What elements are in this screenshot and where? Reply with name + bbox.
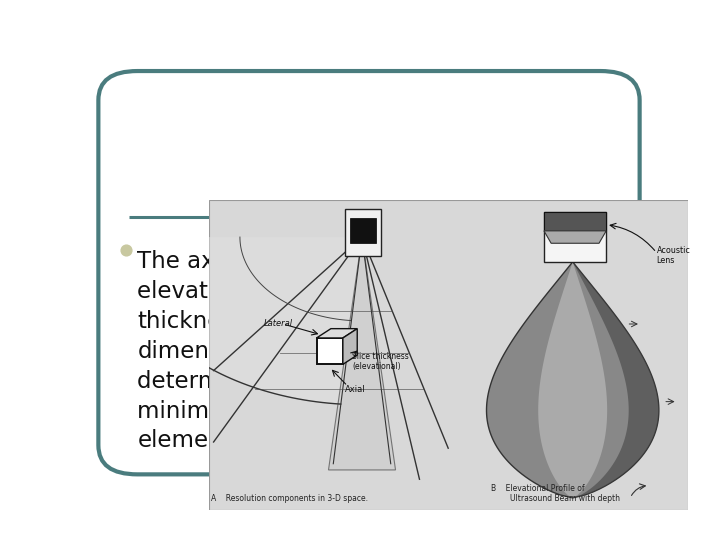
FancyBboxPatch shape: [209, 200, 688, 510]
Text: A    Resolution components in 3-D space.: A Resolution components in 3-D space.: [211, 495, 368, 503]
Polygon shape: [544, 231, 606, 243]
Polygon shape: [343, 329, 357, 365]
Text: dimensions: dimensions: [138, 340, 268, 363]
Text: elevational (slice: elevational (slice: [138, 280, 330, 303]
Text: element.: element.: [138, 429, 240, 453]
Text: The axial, lateral, and: The axial, lateral, and: [138, 250, 387, 273]
Polygon shape: [346, 209, 381, 255]
Text: B    Elevational Profile of
        Ultrasound Beam with depth: B Elevational Profile of Ultrasound Beam…: [491, 484, 621, 503]
Text: thickness): thickness): [138, 310, 254, 333]
FancyBboxPatch shape: [317, 338, 343, 365]
Polygon shape: [328, 237, 395, 470]
Text: determine the: determine the: [138, 369, 300, 393]
Polygon shape: [487, 262, 659, 498]
Polygon shape: [539, 262, 607, 498]
FancyBboxPatch shape: [99, 71, 639, 474]
Point: [120, 246, 132, 254]
Polygon shape: [350, 218, 377, 243]
Text: minimal volume: minimal volume: [138, 400, 322, 422]
Polygon shape: [572, 262, 659, 498]
Text: Acoustic
Lens: Acoustic Lens: [657, 246, 690, 265]
Polygon shape: [118, 237, 362, 404]
Text: Slice thickness
(elevational): Slice thickness (elevational): [353, 352, 409, 371]
Text: Lateral: Lateral: [264, 320, 293, 328]
Polygon shape: [317, 329, 357, 338]
Text: Axial: Axial: [346, 384, 366, 394]
Polygon shape: [544, 212, 606, 231]
Polygon shape: [544, 212, 606, 262]
